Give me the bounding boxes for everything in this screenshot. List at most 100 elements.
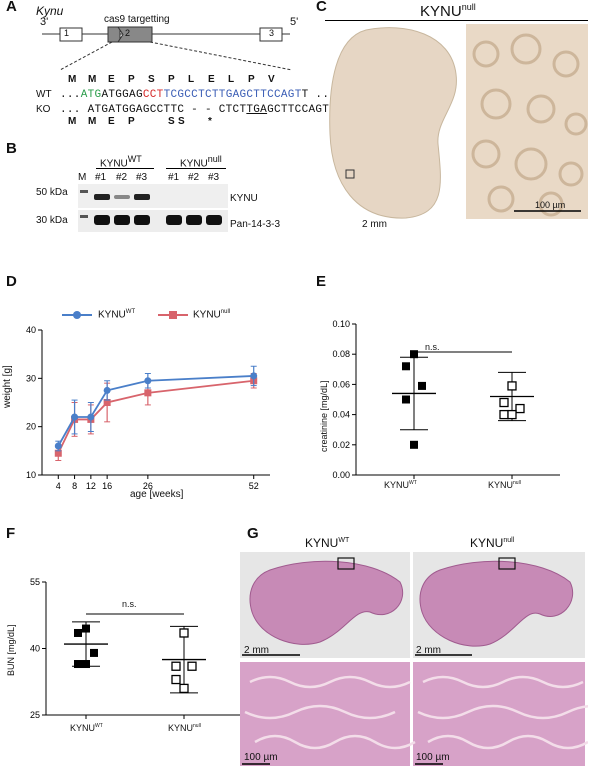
- gene-name: Kynu: [36, 4, 64, 18]
- d-ytick-label: 40: [26, 325, 36, 335]
- creatinine-chart: 0.00 0.02 0.04 0.06 0.08 0.10: [332, 319, 560, 480]
- e-ytick-label: 0.06: [332, 379, 350, 389]
- d-ylabel: weight [g]: [2, 365, 13, 408]
- d-xtick-label: 16: [102, 481, 112, 491]
- f-point-null: [179, 683, 189, 694]
- g-title-wt: KYNUWT: [305, 536, 350, 550]
- exon-3: [259, 27, 283, 42]
- d-xlabel: age [weeks]: [130, 489, 184, 500]
- e-ytick-label: 0.10: [332, 319, 350, 329]
- blot-wt-line: [96, 168, 154, 169]
- weight-chart: 10 20 30 40 4 8 12 16 26 52: [26, 311, 270, 491]
- e-ylabel: creatinine [mg/dL]: [319, 380, 329, 452]
- blot-group-null: KYNUnull: [180, 154, 222, 170]
- d-ytick-label: 20: [26, 422, 36, 432]
- data-point-null: [54, 449, 62, 457]
- blot-null-line: [166, 168, 226, 169]
- f-point-null: [171, 661, 181, 671]
- d-xtick-label: 4: [56, 481, 61, 491]
- exon-3-label: 3: [269, 28, 275, 38]
- gene-diagram: [42, 26, 293, 71]
- panel-label-d: D: [6, 273, 17, 290]
- e-cat-null: KYNUnull: [488, 480, 521, 490]
- panel-c-line: [325, 20, 588, 21]
- western-blot-image: [78, 184, 228, 232]
- f-ytick-label: 25: [30, 710, 40, 720]
- g-scale-2mm-null: 2 mm: [416, 645, 441, 656]
- f-ytick-label: 40: [30, 644, 40, 654]
- data-point-wt: [54, 442, 62, 450]
- mw-50: 50 kDa: [36, 187, 68, 198]
- band-pan14: Pan-14-3-3: [230, 219, 281, 230]
- data-point-null: [103, 399, 111, 406]
- legend-wt: KYNUWT: [98, 309, 136, 321]
- band-kynu: KYNU: [230, 193, 258, 204]
- he-kidney-wt: [249, 560, 404, 645]
- e-ytick-label: 0.04: [332, 410, 350, 420]
- d-ytick-label: 10: [26, 470, 36, 480]
- e-ns: n.s.: [425, 342, 440, 352]
- e-point-null: [507, 409, 517, 420]
- data-point-wt: [71, 413, 79, 421]
- scale-100um: 100 µm: [535, 200, 566, 210]
- d-xtick-label: 26: [143, 481, 153, 491]
- d-xtick-label: 52: [249, 481, 259, 491]
- exon-2: [117, 26, 153, 43]
- data-point-wt: [87, 413, 95, 421]
- panel-c-title: KYNUnull: [420, 2, 476, 20]
- blot-group-wt: KYNUWT: [100, 154, 142, 170]
- panel-label-a: A: [6, 0, 17, 15]
- end-5prime: 5': [290, 16, 299, 28]
- f-point-wt: [90, 648, 98, 657]
- data-point-wt: [250, 372, 258, 380]
- d-xtick-label: 12: [86, 481, 96, 491]
- f-point-wt: [74, 660, 82, 669]
- f-cat-wt: KYNUWT: [70, 723, 103, 733]
- end-3prime: 3': [40, 16, 49, 28]
- e-point-wt: [402, 362, 410, 371]
- exon-1-label: 1: [64, 28, 70, 38]
- scale-2mm: 2 mm: [362, 219, 387, 230]
- f-point-null: [179, 628, 189, 638]
- bun-chart: 25 40 55: [30, 577, 240, 720]
- g-scale-100um-null: 100 µm: [416, 752, 450, 763]
- e-point-wt: [402, 395, 410, 404]
- ko-sequence: ... ATGATGGAGCCTTC - - CTCTTGAGCTTCCAGTT…: [60, 104, 364, 116]
- kidney-section: [329, 27, 457, 219]
- he-kidney-null: [419, 560, 574, 647]
- exon-2-left: [107, 26, 121, 43]
- f-point-wt: [74, 628, 82, 637]
- exon-2-label: 2: [125, 28, 131, 38]
- e-ytick-label: 0.08: [332, 349, 350, 359]
- f-point-wt: [82, 660, 90, 669]
- g-title-null: KYNUnull: [470, 536, 515, 550]
- legend-null-marker: [169, 311, 177, 319]
- f-ytick-label: 55: [30, 577, 40, 587]
- e-ytick-label: 0.00: [332, 470, 350, 480]
- e-point-wt: [418, 381, 426, 390]
- d-ytick-label: 30: [26, 373, 36, 383]
- zoom-box: [345, 169, 355, 179]
- wt-label: WT: [36, 89, 52, 100]
- ko-label: KO: [36, 104, 51, 115]
- e-cat-wt: KYNUWT: [384, 480, 417, 490]
- panel-label-f: F: [6, 525, 16, 542]
- e-ytick-label: 0.02: [332, 440, 350, 450]
- exon-1: [59, 27, 83, 42]
- panel-label-c: C: [316, 0, 327, 15]
- mw-30: 30 kDa: [36, 215, 68, 226]
- f-point-null: [171, 674, 181, 685]
- wt-sequence: ...ATGATGGAGCCTTCGCCTCTTGAGCTTCCAGTT ...: [60, 89, 337, 101]
- series-line-1: [57, 379, 254, 454]
- f-ylabel: BUN [mg/dL]: [6, 624, 16, 676]
- legend-wt-marker: [73, 311, 81, 319]
- f-point-null: [187, 661, 197, 671]
- f-cat-null: KYNUnull: [168, 723, 201, 733]
- panel-label-e: E: [316, 273, 327, 290]
- e-point-wt: [410, 440, 418, 449]
- e-point-null: [507, 381, 517, 391]
- cas9-target-label: cas9 targetting: [104, 14, 170, 25]
- d-xtick-label: 8: [72, 481, 77, 491]
- e-point-null: [499, 409, 509, 420]
- g-scale-2mm-wt: 2 mm: [244, 645, 269, 656]
